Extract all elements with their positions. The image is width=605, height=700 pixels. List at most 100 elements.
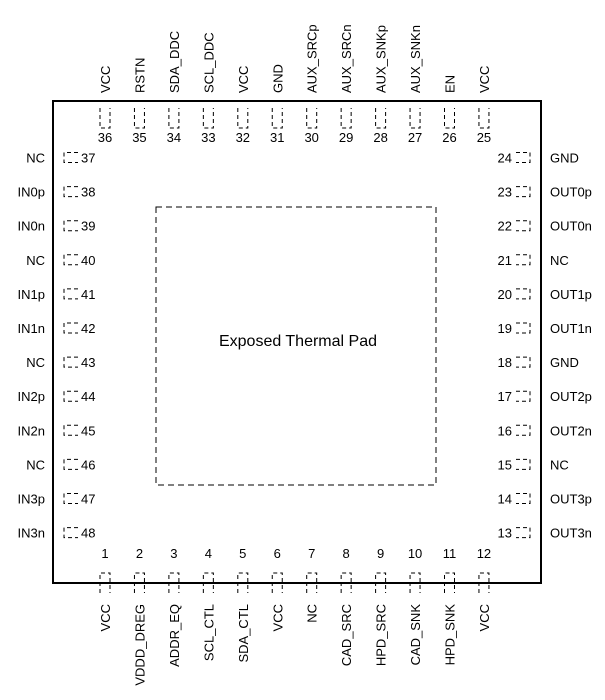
pin-pad <box>340 572 352 593</box>
pin-label-5-sda-ctl: SDA_CTL <box>236 604 251 663</box>
pin-number-48: 48 <box>81 526 95 541</box>
pin-pad <box>63 356 78 368</box>
pin-label-19-out1n: OUT1n <box>550 321 592 336</box>
pin-pad <box>516 424 531 436</box>
pin-label-27-aux-snkn: AUX_SNKn <box>408 25 423 93</box>
pin-label-21-nc: NC <box>550 253 569 268</box>
pin-number-20: 20 <box>498 287 512 302</box>
pin-pad <box>516 220 531 232</box>
pin-pad <box>444 572 455 593</box>
pin-pad <box>202 572 214 593</box>
pin-label-28-aux-snkp: AUX_SNKp <box>374 25 389 93</box>
pin-pad <box>375 572 387 593</box>
pin-label-22-out0n: OUT0n <box>550 219 592 234</box>
pin-number-10: 10 <box>408 546 422 561</box>
pin-label-46-nc: NC <box>26 457 45 472</box>
package-body <box>52 100 542 584</box>
pin-label-36-vcc: VCC <box>98 66 113 93</box>
pin-label-4-scl-ctl: SCL_CTL <box>201 604 216 661</box>
pin-number-7: 7 <box>308 546 315 561</box>
pin-pad <box>375 108 387 129</box>
pin-pad <box>271 572 283 593</box>
pin-label-17-out2p: OUT2p <box>550 389 592 404</box>
pin-label-44-in2p: IN2p <box>18 389 45 404</box>
pin-number-28: 28 <box>373 130 387 145</box>
pin-number-13: 13 <box>498 526 512 541</box>
pin-number-46: 46 <box>81 457 95 472</box>
pin-pad <box>63 152 78 163</box>
pin-number-31: 31 <box>270 130 284 145</box>
pin-number-23: 23 <box>498 185 512 200</box>
pin-number-9: 9 <box>377 546 384 561</box>
pin-label-33-scl-ddc: SCL_DDC <box>201 32 216 93</box>
pin-label-25-vcc: VCC <box>477 66 492 93</box>
pin-pad <box>168 108 180 129</box>
pin-pad <box>516 458 531 470</box>
pin-label-1-vcc: VCC <box>98 604 113 631</box>
pin-number-43: 43 <box>81 355 95 370</box>
pin-pad <box>63 186 78 198</box>
pin-label-23-out0p: OUT0p <box>550 185 592 200</box>
pin-label-11-hpd-snk: HPD_SNK <box>443 604 458 666</box>
pin-pad <box>63 254 78 266</box>
pin-pad <box>133 572 145 593</box>
pin-label-15-nc: NC <box>550 457 569 472</box>
pin-pad <box>168 572 180 593</box>
pin-label-45-in2n: IN2n <box>18 423 45 438</box>
pin-pad <box>516 186 531 198</box>
pin-label-10-cad-snk: CAD_SNK <box>408 604 423 666</box>
pin-label-31-gnd: GND <box>270 64 285 93</box>
pin-number-21: 21 <box>498 253 512 268</box>
pin-number-38: 38 <box>81 185 95 200</box>
pin-pad <box>516 254 531 266</box>
pin-number-16: 16 <box>498 423 512 438</box>
pin-number-4: 4 <box>205 546 212 561</box>
pin-label-29-aux-srcn: AUX_SRCn <box>339 24 354 93</box>
pin-number-33: 33 <box>201 130 215 145</box>
pin-number-17: 17 <box>498 389 512 404</box>
pin-label-20-out1p: OUT1p <box>550 287 592 302</box>
pin-number-39: 39 <box>81 219 95 234</box>
pin-label-42-in1n: IN1n <box>18 321 45 336</box>
pin-label-14-out3p: OUT3p <box>550 492 592 507</box>
pin-pad <box>478 108 490 129</box>
pin-number-44: 44 <box>81 389 95 404</box>
pin-pad <box>340 108 352 129</box>
pin-pad <box>63 322 78 334</box>
pin-number-47: 47 <box>81 492 95 507</box>
pin-number-19: 19 <box>498 321 512 336</box>
pin-label-8-cad-src: CAD_SRC <box>339 604 354 666</box>
pin-label-7-nc: NC <box>305 604 320 623</box>
pin-number-34: 34 <box>167 130 181 145</box>
pin-number-32: 32 <box>236 130 250 145</box>
pin-pad <box>202 108 214 129</box>
pin-number-45: 45 <box>81 423 95 438</box>
pin-label-30-aux-srcp: AUX_SRCp <box>305 24 320 93</box>
pin-label-38-in0p: IN0p <box>18 185 45 200</box>
pin-pad <box>237 572 249 593</box>
pin-number-6: 6 <box>274 546 281 561</box>
pin-number-14: 14 <box>498 492 512 507</box>
pin-pad <box>133 108 145 129</box>
pin-label-40-nc: NC <box>26 253 45 268</box>
pin-pad <box>516 152 531 163</box>
pin-number-18: 18 <box>498 355 512 370</box>
thermal-pad-label: Exposed Thermal Pad <box>219 333 377 350</box>
pin-number-26: 26 <box>442 130 456 145</box>
pin-pad <box>444 108 455 129</box>
pin-number-12: 12 <box>477 546 491 561</box>
pin-number-35: 35 <box>132 130 146 145</box>
pin-label-12-vcc: VCC <box>477 604 492 631</box>
pin-label-13-out3n: OUT3n <box>550 526 592 541</box>
pin-label-43-nc: NC <box>26 355 45 370</box>
pin-pad <box>516 493 531 504</box>
pin-pad <box>63 288 78 300</box>
pin-number-40: 40 <box>81 253 95 268</box>
pin-label-9-hpd-src: HPD_SRC <box>374 604 389 666</box>
pin-pad <box>516 527 531 539</box>
pin-label-18-gnd: GND <box>550 355 579 370</box>
pin-pad <box>516 356 531 368</box>
pin-number-25: 25 <box>477 130 491 145</box>
pin-pad <box>516 390 531 402</box>
